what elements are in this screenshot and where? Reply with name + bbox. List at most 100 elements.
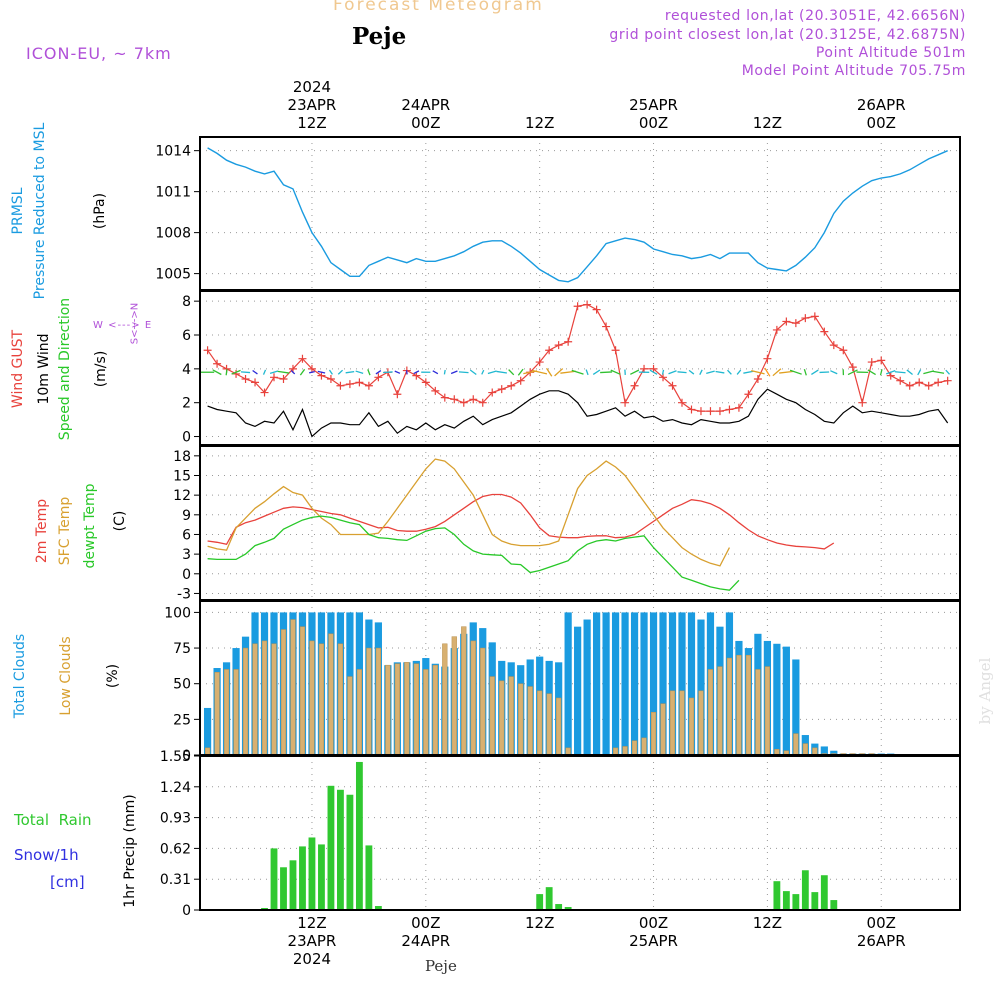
top-time-label: 12Z <box>753 114 782 132</box>
gust-point <box>924 381 933 390</box>
precip-ytick-label: 1.24 <box>160 780 191 796</box>
gust-point <box>896 376 905 385</box>
wind-direction-arrow <box>879 369 883 376</box>
low-cloud-bar <box>328 633 334 756</box>
gust-point <box>251 378 260 387</box>
wind-direction-arrow <box>496 370 507 374</box>
low-cloud-bar <box>736 654 742 756</box>
sfc-temp-label: SFC Temp <box>57 496 73 566</box>
low-cloud-bar <box>612 747 619 756</box>
wind-direction-arrow <box>517 368 524 376</box>
wind-frame <box>199 290 961 446</box>
gust-point <box>943 376 952 385</box>
pressure-ytick-label: 1011 <box>155 185 191 201</box>
gust-point <box>810 312 819 321</box>
gust-point <box>545 346 554 355</box>
gust-point <box>592 305 601 314</box>
wind-direction-arrow <box>367 369 371 376</box>
total-cloud-bar <box>782 646 790 755</box>
precip-ytick-label: 0.93 <box>160 811 191 827</box>
gust-label: Wind GUST <box>10 329 26 409</box>
rain-bar <box>792 894 800 910</box>
total-cloud-bar <box>830 750 838 755</box>
rain-bar <box>365 845 373 910</box>
wind-ytick-label: 4 <box>182 362 191 378</box>
gust-point <box>744 390 753 399</box>
low-cloud-bar <box>508 676 514 756</box>
rain-bar <box>555 904 563 910</box>
model-altitude: Model Point Altitude 705.75m <box>741 63 966 79</box>
low-cloud-bar <box>309 640 315 756</box>
grid-layer <box>200 137 960 911</box>
wind-direction-arrow <box>328 369 333 375</box>
low-cloud-bar <box>717 666 723 756</box>
low-cloud-bar <box>204 747 211 756</box>
rain-bar <box>811 892 819 910</box>
gust-point <box>886 371 895 380</box>
total-cloud-bar <box>630 612 639 755</box>
low-cloud-bar <box>679 690 685 756</box>
low-cloud-bar <box>660 703 666 756</box>
top-time-label: 25APR <box>629 96 678 114</box>
gust-point <box>801 314 810 323</box>
low-cloud-bar <box>622 746 628 756</box>
wind-direction-arrow <box>487 370 497 375</box>
low-cloud-bar <box>271 643 277 756</box>
wind-direction-arrow <box>413 370 420 375</box>
wind-direction-arrow <box>432 370 439 375</box>
total-cloud-bar <box>592 612 601 755</box>
wind-direction-arrow <box>240 371 251 374</box>
low-cloud-bar <box>214 672 220 756</box>
temperature-ytick-label: 15 <box>173 468 191 484</box>
wind-direction-arrow <box>789 369 802 375</box>
total-cloud-bar <box>640 612 648 755</box>
low-cloud-bar <box>726 657 733 756</box>
gust-point <box>715 407 724 416</box>
credit-watermark: by Angel <box>976 657 994 725</box>
wind-direction-arrow <box>661 369 665 375</box>
wind-direction-arrow <box>668 370 677 375</box>
low-cloud-bar <box>688 697 695 756</box>
precip-ytick-label: 0.62 <box>160 841 191 857</box>
wind10-line <box>207 388 949 438</box>
bottom-time-label: 24APR <box>401 932 450 950</box>
pressure-line <box>207 147 948 283</box>
gust-point <box>326 375 335 383</box>
gust-point <box>621 398 630 407</box>
wind-direction-arrow <box>458 371 469 374</box>
temp-unit-label: (C) <box>112 510 128 532</box>
gust-point <box>677 398 686 407</box>
wind-direction-arrow <box>571 369 584 375</box>
wind-direction-arrow <box>560 370 576 374</box>
gust-point <box>507 381 516 390</box>
pressure-desc-label: Pressure Reduced to MSL <box>32 122 48 300</box>
gust-point <box>364 381 373 390</box>
rain-bar <box>308 837 316 910</box>
rain-bar <box>545 887 553 910</box>
low-cloud-bar <box>489 676 495 756</box>
rain-label: Total Rain <box>14 811 92 829</box>
rain-bar <box>564 907 572 910</box>
gust-point <box>431 386 440 395</box>
low-cloud-bar <box>565 747 571 756</box>
rain-bar <box>280 867 287 910</box>
wind-direction-arrow <box>945 369 951 375</box>
top-time-label: 00Z <box>867 114 896 132</box>
total-cloud-bar <box>659 612 667 755</box>
snow-label: Snow/1h <box>14 846 79 864</box>
wind-direction-arrow <box>867 369 876 376</box>
gust-point <box>753 375 762 383</box>
low-cloud-bar <box>385 664 391 756</box>
gust-point <box>298 354 307 363</box>
low-cloud-bar <box>432 664 438 756</box>
rain-bar <box>820 875 828 910</box>
gust-point <box>668 381 677 390</box>
wind-direction-arrow <box>225 369 228 376</box>
gust-point <box>421 378 430 387</box>
gust-point <box>213 359 222 368</box>
low-cloud-bar <box>223 669 230 756</box>
low-cloud-bar <box>546 693 552 756</box>
wind-ytick-label: 0 <box>182 430 191 446</box>
wind-direction-arrow <box>212 369 222 376</box>
